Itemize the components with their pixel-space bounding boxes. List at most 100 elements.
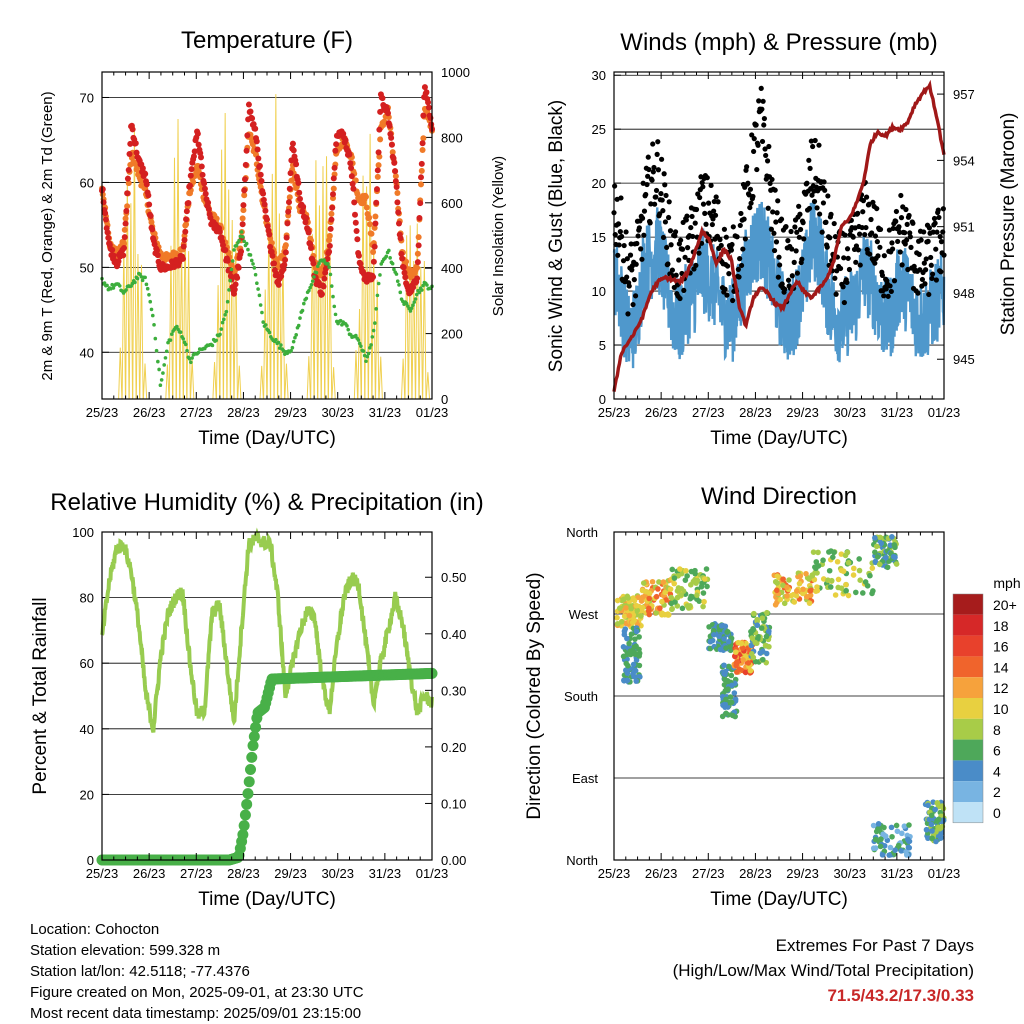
direction-point [878,836,884,842]
gust-point [747,204,753,211]
legend-label: 0 [993,805,1001,821]
td-point [315,264,320,269]
gust-point [889,240,895,246]
direction-point [777,596,784,603]
direction-point [883,554,889,561]
gust-point [721,226,728,232]
gust-point [760,98,766,104]
direction-point [925,802,931,809]
t2m-point [146,201,153,208]
direction-point [629,619,636,626]
gust-point [771,247,778,254]
td-point [394,272,399,276]
t2m-point [125,167,132,174]
direction-point [759,615,766,622]
t2m-point [110,252,117,259]
direction-point [935,824,941,831]
gust-point [696,250,702,256]
direction-point [720,702,726,708]
gust-point [846,266,853,273]
t9m-point [282,242,289,249]
direction-point [703,566,710,572]
solar-trace [284,363,289,400]
gust-point [923,256,929,262]
gust-point [709,221,715,228]
t2m-point [257,171,264,178]
direction-point [749,635,755,641]
t2m-point [284,220,291,227]
t2m-point [370,274,377,281]
gust-point [713,194,719,200]
solar-trace [139,264,144,400]
gust-point [697,194,703,201]
panel-title: Temperature (F) [181,27,353,54]
gust-point [867,251,873,257]
y-tick-label: 954 [953,153,975,168]
t2m-point [414,259,421,266]
gust-point [936,214,942,221]
t2m-point [352,219,359,226]
gust-point [816,142,822,148]
gust-point [648,201,654,207]
gust-point [647,220,653,226]
direction-point [655,586,661,592]
direction-point [906,822,912,828]
td-point [357,341,362,346]
gust-point [626,283,632,289]
t2m-point [425,99,432,106]
t2m-point [351,199,358,206]
panel-3: Relative Humidity (%) & Precipitation (i… [30,489,484,910]
gust-point [738,262,745,269]
gust-point [633,261,639,267]
t9m-point [183,221,190,228]
gust-point [855,210,861,216]
direction-point [803,570,809,577]
x-tick-label: 31/23 [881,405,914,420]
x-tick-label: 27/23 [180,405,213,420]
td-point [222,317,226,322]
direction-point [834,558,841,565]
t2m-point [264,216,270,223]
t2m-point [348,173,355,180]
t2m-point [421,84,428,91]
t2m-point [331,164,338,171]
gust-point [934,229,940,235]
gust-point [624,274,630,280]
td-point [117,284,122,288]
gust-point [863,194,870,200]
td-point [333,312,338,317]
td-point [178,330,183,334]
t2m-point [299,208,306,215]
td-point [256,287,260,291]
gust-point [770,209,776,215]
solar-trace [273,94,278,400]
gust-point [658,190,664,197]
gust-point [681,287,687,294]
t9m-point [121,226,128,233]
gust-point [788,228,794,235]
td-point [302,301,306,306]
t2m-point [105,234,112,241]
direction-point [719,622,726,629]
t2m-point [423,89,430,96]
precip-point [250,721,262,733]
t9m-point [370,249,377,256]
td-point [260,310,264,315]
t9m-point [328,210,335,217]
gust-point [773,219,779,225]
direction-point [640,580,647,586]
t2m-point [258,177,265,184]
direction-point [872,558,879,565]
t2m-point [260,196,267,203]
gust-point [747,186,754,192]
gust-point [753,122,759,128]
gust-point [741,216,747,222]
direction-point [632,636,638,642]
x-axis-label: Time (Day/UTC) [198,889,336,910]
t2m-point [242,176,248,183]
t9m-point [124,203,131,210]
gust-point [623,229,629,235]
gust-point [777,262,783,268]
gust-point [801,236,807,242]
gust-point [638,246,644,252]
